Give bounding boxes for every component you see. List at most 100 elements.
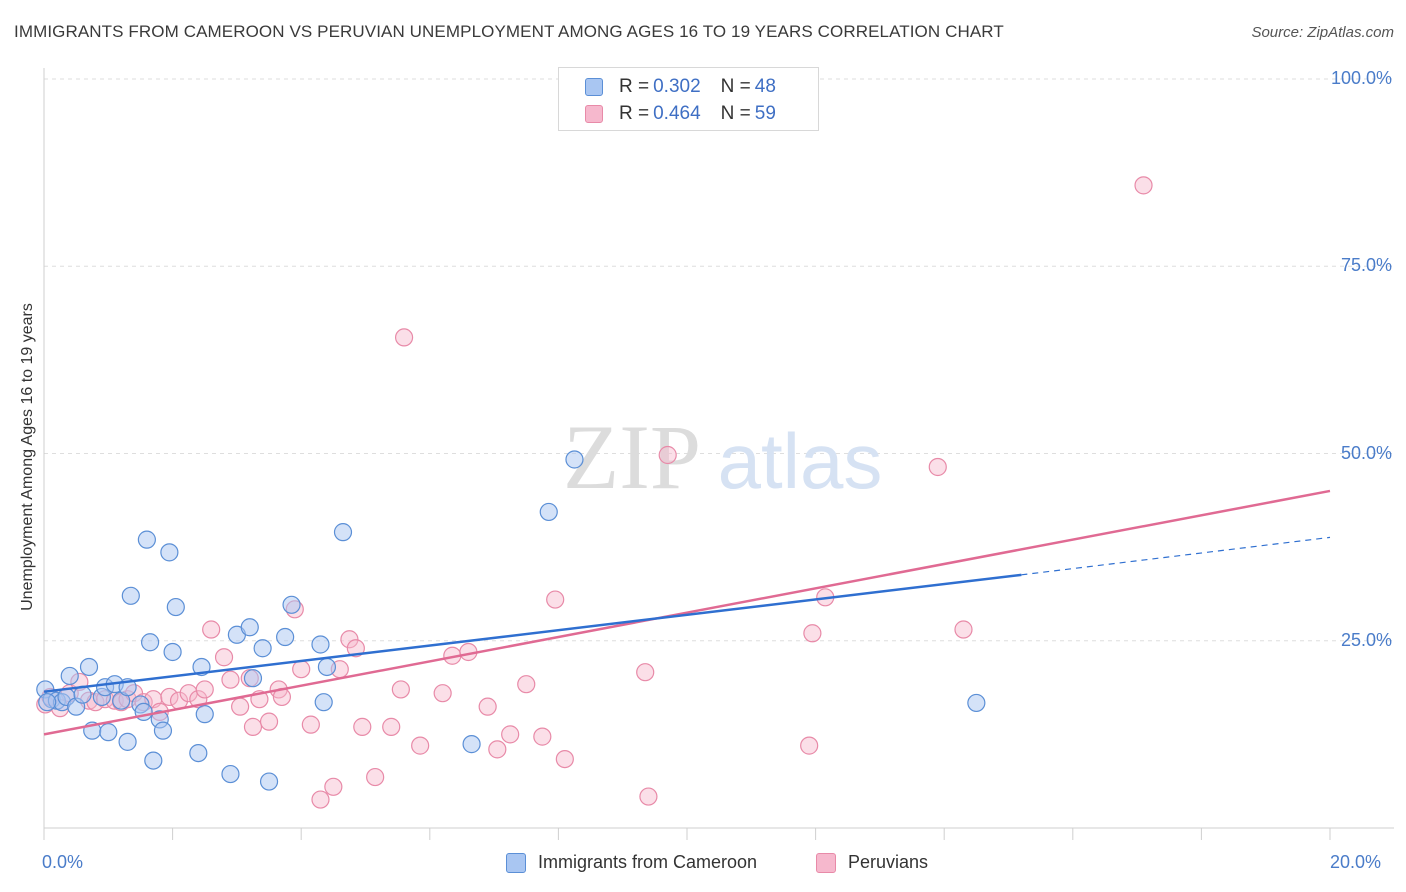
cameroon-point: [282, 595, 301, 614]
stats-legend: R = 0.302 N = 48 R = 0.464 N = 59: [558, 67, 819, 131]
cameroon-point: [99, 723, 118, 742]
peruvians-point: [488, 740, 507, 759]
cameroon-trend-extension: [1021, 536, 1331, 576]
cameroon-point: [189, 743, 208, 763]
cameroon-point: [259, 772, 279, 791]
cameroon-point: [166, 597, 185, 617]
cameroon-point: [118, 732, 137, 751]
peruvians-point: [324, 777, 343, 796]
cameroon-point: [565, 450, 584, 469]
cameroon-point: [311, 635, 330, 654]
legend-swatch-cameroon: [585, 78, 603, 96]
peruvians-point: [346, 639, 365, 658]
peruvians-point: [214, 648, 234, 667]
grid-lines: [44, 78, 1394, 642]
cameroon-point: [140, 633, 160, 652]
y-tick-label: 50.0%: [1340, 442, 1392, 463]
x-tick-min: 0.0%: [42, 852, 84, 872]
chart-title: IMMIGRANTS FROM CAMEROON VS PERUVIAN UNE…: [14, 22, 1004, 41]
bottom-legend-swatch-peruvians: [816, 852, 836, 873]
watermark-atlas: atlas: [718, 417, 883, 505]
x-tick-max: 20.0%: [1330, 852, 1382, 872]
peruvians-point: [259, 712, 279, 731]
source-label: Source: ZipAtlas.com: [1251, 24, 1394, 41]
legend-swatch-peruvians: [585, 105, 603, 123]
peruvians-point: [292, 660, 311, 679]
legend-row-cameroon: R = 0.302 N = 48: [585, 75, 776, 99]
cameroon-point: [79, 657, 99, 677]
peruvians-trend-line: [43, 489, 1331, 736]
watermark-zip: ZIP: [563, 406, 701, 508]
cameroon-point: [221, 764, 240, 784]
bottom-legend-swatch-cameroon: [506, 852, 526, 873]
cameroon-point: [317, 657, 337, 677]
peruvians-point: [636, 663, 655, 682]
cameroon-trend-line: [43, 573, 1022, 693]
legend-n-value: 48: [754, 76, 776, 97]
peruvians-point: [221, 670, 240, 689]
legend-n-label: N =: [720, 103, 751, 124]
y-tick-label: 25.0%: [1340, 629, 1392, 650]
bottom-legend-cameroon[interactable]: Immigrants from Cameroon: [506, 852, 757, 873]
peruvians-point: [195, 680, 214, 699]
peruvians-point: [382, 717, 401, 736]
peruvians-point: [243, 717, 263, 736]
peruvians-point: [394, 328, 414, 347]
cameroon-point: [163, 642, 182, 662]
cameroon-point: [333, 523, 353, 542]
peruvians-point: [231, 697, 250, 716]
peruvians-point: [202, 620, 221, 639]
legend-row-peruvians: R = 0.464 N = 59: [585, 102, 776, 126]
cameroon-point: [243, 669, 263, 688]
cameroon-point: [195, 705, 214, 724]
cameroon-point: [253, 639, 272, 658]
bottom-legend-label-cameroon: Immigrants from Cameroon: [538, 852, 758, 872]
cameroon-points: [36, 450, 986, 791]
peruvians-point: [555, 749, 574, 769]
cameroon-point: [967, 693, 986, 713]
legend-r-label: R =: [619, 76, 650, 97]
legend-n-label: N =: [720, 76, 751, 97]
peruvians-point: [160, 687, 179, 707]
peruvians-point: [411, 736, 430, 755]
peruvians-point: [803, 624, 822, 643]
peruvians-point: [501, 725, 520, 744]
peruvians-point: [800, 736, 819, 755]
peruvians-point: [533, 727, 552, 746]
trend-lines: [43, 489, 1331, 736]
cameroon-point: [539, 502, 558, 522]
peruvians-point: [433, 684, 452, 703]
peruvians-point: [353, 717, 372, 736]
legend-r-value: 0.302: [653, 76, 701, 97]
peruvians-point: [639, 787, 658, 806]
cameroon-point: [314, 693, 333, 712]
peruvians-point: [1134, 176, 1153, 195]
peruvians-point: [954, 620, 973, 639]
peruvians-point: [301, 715, 320, 734]
y-tick-label: 100.0%: [1330, 68, 1392, 88]
peruvians-point: [478, 697, 497, 716]
cameroon-point: [121, 586, 140, 605]
peruvians-point: [340, 630, 359, 649]
legend-r-value: 0.464: [653, 103, 701, 124]
peruvians-point: [658, 445, 677, 465]
peruvians-point: [311, 790, 330, 809]
y-tick-label: 75.0%: [1340, 255, 1392, 276]
peruvians-point: [391, 680, 410, 699]
cameroon-point: [160, 543, 179, 562]
bottom-legend-peruvians[interactable]: Peruvians: [816, 852, 928, 873]
legend-r-label: R =: [619, 103, 650, 124]
cameroon-point: [144, 751, 163, 770]
cameroon-point: [276, 627, 295, 647]
peruvians-point: [366, 767, 385, 787]
bottom-legend-label-peruvians: Peruvians: [848, 852, 929, 872]
peruvians-point: [546, 590, 565, 609]
peruvians-point: [928, 457, 947, 477]
cameroon-point: [462, 735, 481, 754]
cameroon-point: [137, 530, 156, 549]
peruvians-point: [517, 675, 536, 694]
cameroon-point: [240, 618, 259, 637]
cameroon-point: [60, 666, 79, 686]
cameroon-point: [153, 721, 173, 740]
